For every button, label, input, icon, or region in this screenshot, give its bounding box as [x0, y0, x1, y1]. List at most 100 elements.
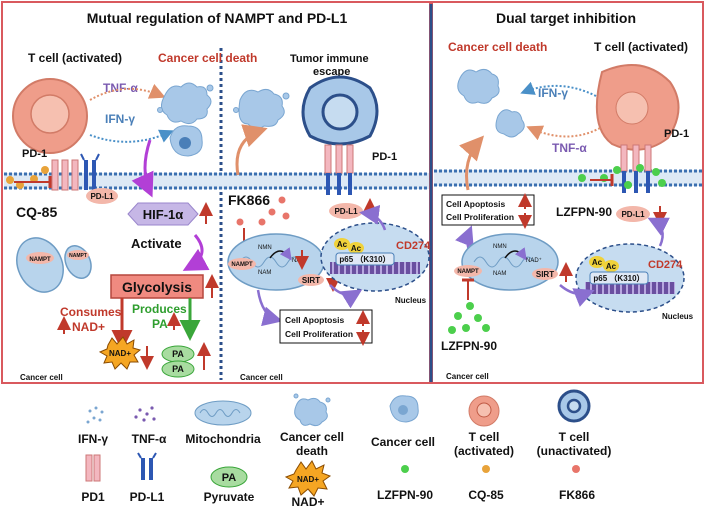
lzfpn-dots-bottom	[448, 302, 490, 334]
pdl1-label-mid: PD-L1	[334, 207, 358, 216]
cancer-cell-death-label-right: Cancer cell death	[448, 40, 547, 54]
apoptosis-label-mid: Cell Apoptosis	[285, 315, 344, 325]
legend-cancer: Cancer cell	[371, 435, 435, 449]
sirt-badge-mid	[298, 274, 324, 286]
nampt-badge-mid	[228, 258, 256, 270]
ifn-gamma-legend-icon	[86, 406, 104, 424]
apoptosis-label-right: Cell Apoptosis	[446, 199, 505, 209]
cancer-cell-label-mid: Cancer cell	[240, 373, 283, 382]
pd1-receptor-mid	[324, 144, 354, 174]
pa-produced-label: PA	[152, 317, 168, 331]
escape-label-2: escape	[313, 66, 350, 78]
p65-label-right: p65 （K310）	[593, 273, 644, 283]
nmn-label-mid: NMN	[258, 245, 272, 251]
escape-label-1: Tumor immune	[290, 53, 369, 65]
mitochondria-left	[16, 237, 92, 293]
nad-cycle-right	[504, 247, 527, 261]
fk866-dots	[236, 196, 290, 226]
cq85-label: CQ-85	[16, 204, 57, 220]
cancer-cell-death-label: Cancer cell death	[158, 51, 257, 65]
tnf-alpha-label: TNF-α	[103, 81, 138, 95]
ifn-gamma-label: IFN-γ	[105, 112, 135, 126]
pd1-label-left: PD-1	[22, 148, 47, 160]
nam-label-mid: NAM	[258, 270, 271, 276]
nampt-label-left-1: NAMPT	[29, 257, 51, 263]
lzfpn-legend-icon	[401, 465, 409, 473]
pa-pill-2-label: PA	[172, 364, 184, 374]
cancer-cell-legend-icon	[389, 395, 419, 423]
legend-tact-2: (activated)	[454, 444, 514, 458]
legend-pdl1: PD-L1	[130, 490, 165, 504]
sirt-badge-right	[532, 268, 558, 280]
ac-badge-right-2	[603, 260, 619, 272]
nampt-label-right: NAMPT	[457, 269, 479, 275]
nucleus-label-mid: Nucleus	[395, 296, 427, 305]
p65-label-mid: p65 （K310）	[339, 254, 390, 264]
pd1-legend-icon	[85, 454, 101, 482]
legend-pd1: PD1	[81, 490, 105, 504]
proliferation-label-mid: Cell Proliferation	[285, 329, 353, 339]
ac-label-right-2: Ac	[606, 262, 617, 271]
tnf-alpha-label-right: TNF-α	[552, 141, 587, 155]
p65-box-right	[589, 271, 649, 285]
nmn-label-right: NMN	[493, 244, 507, 250]
pdl1-receptor-right	[622, 171, 650, 193]
p65-box-mid	[335, 252, 395, 266]
pdl1-badge-mid	[329, 203, 363, 219]
ac-badge-mid-2	[348, 242, 364, 254]
tnf-arrow-right	[526, 125, 601, 141]
glycolysis-box	[110, 274, 204, 299]
lzfpn-label-bottom: LZFPN-90	[441, 339, 497, 353]
t-cell-unactivated-legend-icon	[557, 389, 591, 423]
t-cell-unactivated-icon	[301, 75, 379, 146]
pd1-receptor-right	[620, 144, 652, 172]
activate-arrow	[182, 234, 210, 271]
pd1-label-mid: PD-1	[372, 151, 397, 163]
cq85-legend-icon	[482, 465, 490, 473]
pdl1-label-right: PD-L1	[621, 210, 645, 219]
legend-death-1: Cancer cell	[280, 430, 344, 444]
ac-label-mid-2: Ac	[351, 244, 362, 253]
ac-label-mid-1: Ac	[337, 240, 348, 249]
nampt-badge-right	[454, 265, 482, 277]
ifn-arrow-right	[520, 81, 597, 97]
nampt-label-mid: NAMPT	[231, 262, 253, 268]
pdl1-badge-right	[616, 206, 650, 222]
ac-label-right-1: Ac	[592, 258, 603, 267]
t-cell-activated-icon	[12, 78, 88, 154]
glycolysis-label: Glycolysis	[122, 279, 192, 295]
t-cell-activated-legend-icon	[468, 395, 500, 427]
cancer-cell-death-legend-icon	[293, 393, 331, 427]
legend-fk866: FK866	[559, 488, 595, 502]
produces-label: Produces	[132, 302, 187, 316]
tnf-alpha-legend-icon	[134, 406, 156, 422]
pdl1-badge-left	[86, 188, 118, 204]
sirt-to-nucleus-right	[559, 284, 595, 307]
nad-burst-badge	[98, 336, 142, 370]
nad-burst-label: NAD+	[109, 349, 131, 358]
nad-plus-label: NAD+	[72, 320, 105, 334]
cancer-cell-label-right: Cancer cell	[446, 372, 489, 381]
ac-badge-right-1	[589, 256, 605, 268]
cancer-cell-death-icon	[157, 82, 214, 125]
tnf-arrow	[89, 83, 166, 101]
pd1-receptor-left	[51, 159, 79, 191]
cd274-label-right: CD274	[648, 259, 683, 271]
pdl1-receptor-mid	[326, 173, 352, 195]
t-cell-activated-label: T cell (activated)	[28, 51, 122, 65]
legend: IFN-γ TNF-α Mitochondria Cancer cell dea…	[78, 389, 611, 508]
proliferation-label-right: Cell Proliferation	[446, 212, 514, 222]
legend-nad-badge: NAD+	[297, 475, 319, 484]
ifn-arrow	[89, 129, 174, 143]
mitochondria-right	[461, 233, 559, 291]
legend-pa-badge: PA	[222, 472, 237, 484]
legend-pyruvate: Pyruvate	[204, 490, 255, 504]
pdl1-label-left: PD-L1	[90, 192, 114, 201]
pa-pill-1-label: PA	[172, 349, 184, 359]
nampt-badge-left-2	[67, 250, 89, 260]
left-panel-title: Mutual regulation of NAMPT and PD-L1	[87, 10, 348, 26]
nad-label-right: NAD⁺	[526, 257, 542, 264]
nampt-badge-left-1	[26, 252, 54, 264]
right-panel-frame	[431, 1, 704, 384]
